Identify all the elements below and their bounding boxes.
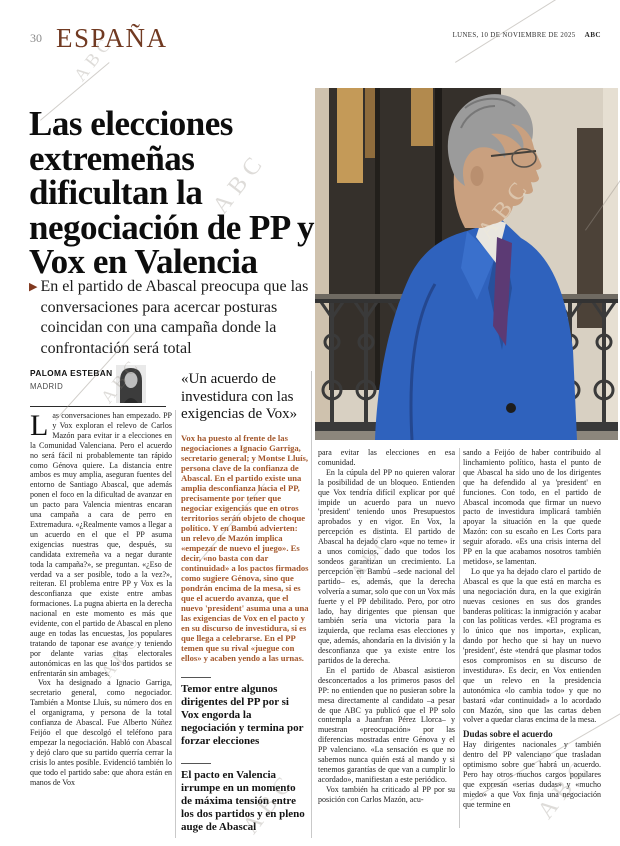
dropcap: L: [30, 411, 49, 442]
section-title: ESPAÑA: [56, 23, 168, 53]
paragraph: Lo que ya ha dejado claro el partido de …: [463, 566, 601, 725]
column-divider: [175, 410, 176, 838]
body-column-4: sando a Feijóo de haber contribuido al l…: [463, 448, 601, 840]
paragraph: Vox también ha criticado al PP por su po…: [318, 784, 455, 804]
byline-rule: [30, 406, 166, 407]
paragraph: Hay dirigentes nacionales y también dent…: [463, 740, 601, 809]
article-photo-feijoo: [315, 88, 618, 440]
date-text: LUNES, 10 DE NOVIEMBRE DE 2025: [452, 32, 576, 39]
paragraph: En la cúpula del PP no quieren valorar l…: [318, 467, 455, 666]
paragraph: En el partido de Abascal asistieron desc…: [318, 665, 455, 784]
sidebar-body: Vox ha puesto al frente de las negociaci…: [181, 432, 309, 663]
page-number: 30: [30, 31, 42, 45]
standfirst-text: En el partido de Abascal preocupa que la…: [40, 278, 309, 357]
paragraph: para evitar las elecciones en esa comuni…: [318, 448, 455, 467]
column-divider: [311, 371, 312, 838]
paragraph: sando a Feijóo de haber contribuido al l…: [463, 448, 601, 566]
standfirst: ▶ En el partido de Abascal preocupa que …: [29, 277, 329, 359]
standfirst-arrow-icon: ▶: [29, 281, 38, 293]
dateline: LUNES, 10 DE NOVIEMBRE DE 2025 ABC: [453, 31, 601, 39]
author-headshot-photo: [116, 365, 146, 403]
body-column-3: para evitar las elecciones en esa comuni…: [318, 448, 455, 840]
brand-abc: ABC: [584, 31, 601, 39]
sidebar-title: «Un acuerdo de investidura con las exige…: [181, 371, 298, 422]
paragraph: Vox ha designado a Ignacio Garriga, secr…: [30, 678, 172, 787]
byline-location: MADRID: [30, 382, 64, 391]
pull-quote-rule: [181, 676, 211, 678]
column-divider: [459, 448, 460, 828]
headline: Las elecciones extremeñas dificultan la …: [29, 104, 315, 282]
pull-quote-1: Temor entre algunos dirigentes del PP po…: [181, 682, 304, 748]
sidebar-box: «Un acuerdo de investidura con las exige…: [181, 371, 309, 835]
byline: PALOMA ESTEBAN MADRID: [30, 368, 115, 391]
pull-quote-2: El pacto en Valencia irrumpe en un momen…: [181, 768, 305, 834]
pull-quote-rule: [181, 762, 211, 764]
inline-subhead: Dudas sobre el acuerdo: [463, 729, 553, 740]
byline-author: PALOMA ESTEBAN: [30, 368, 113, 378]
